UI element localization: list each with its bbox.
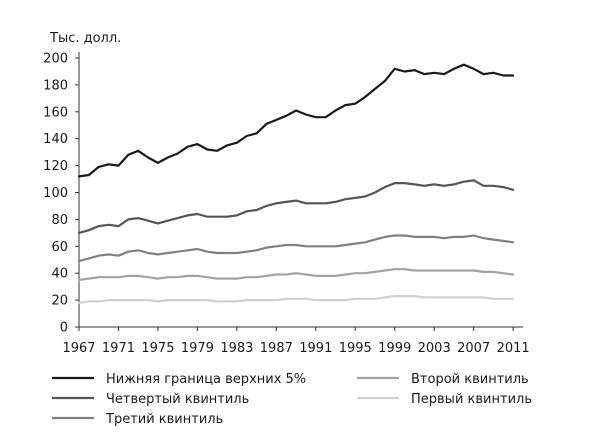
series-line-5 — [77, 295, 515, 304]
x-tick-label: 1979 — [181, 341, 214, 356]
x-tick-label: 1991 — [299, 341, 332, 356]
series-line-3 — [77, 234, 515, 263]
legend-item: Первый квинтиль — [357, 392, 532, 407]
legend: Нижняя граница верхних 5% Второй квинтиль… — [52, 372, 532, 427]
y-tick-label: 20 — [51, 294, 68, 309]
x-tick-label: 1987 — [260, 341, 293, 356]
x-tick-label: 1967 — [62, 341, 95, 356]
x-tick-label: 1999 — [378, 341, 411, 356]
legend-label: Первый квинтиль — [411, 392, 532, 407]
x-tick-label: 1975 — [141, 341, 174, 356]
y-tick-label: 120 — [43, 159, 68, 174]
x-tick-label: 1995 — [339, 341, 372, 356]
legend-item: Четвертый квинтиль — [52, 392, 249, 407]
x-tick-label: 1971 — [102, 341, 135, 356]
legend-label: Нижняя граница верхних 5% — [106, 372, 306, 387]
legend-item: Второй квинтиль — [357, 372, 529, 387]
series-lines — [77, 63, 515, 304]
x-tick-label: 2011 — [497, 341, 530, 356]
y-tick-label: 160 — [43, 105, 68, 120]
legend-item: Нижняя граница верхних 5% — [52, 372, 306, 387]
y-tick-label: 100 — [43, 186, 68, 201]
y-tick-label: 60 — [51, 240, 68, 255]
x-tick-label: 2007 — [457, 341, 490, 356]
series-line-1 — [77, 63, 515, 178]
y-tick-label: 180 — [43, 78, 68, 93]
series-line-4 — [77, 268, 515, 281]
y-tick-label: 200 — [43, 52, 68, 67]
x-tick-label: 2003 — [418, 341, 451, 356]
y-tick-label: 140 — [43, 132, 68, 147]
series-line-2 — [77, 179, 515, 234]
legend-label: Второй квинтиль — [411, 372, 529, 387]
y-tick-label: 40 — [51, 267, 68, 282]
y-axis-label: Тыс. долл. — [49, 31, 121, 46]
y-tick-label: 80 — [51, 213, 68, 228]
y-tick-label: 0 — [60, 321, 68, 336]
legend-label: Четвертый квинтиль — [106, 392, 249, 407]
axes: 0 20 40 60 80 100 120 140 160 180 200 1967 1971 1975 1… — [43, 52, 530, 357]
legend-label: Третий квинтиль — [105, 412, 223, 427]
legend-item: Третий квинтиль — [52, 412, 223, 427]
x-tick-label: 1983 — [220, 341, 253, 356]
